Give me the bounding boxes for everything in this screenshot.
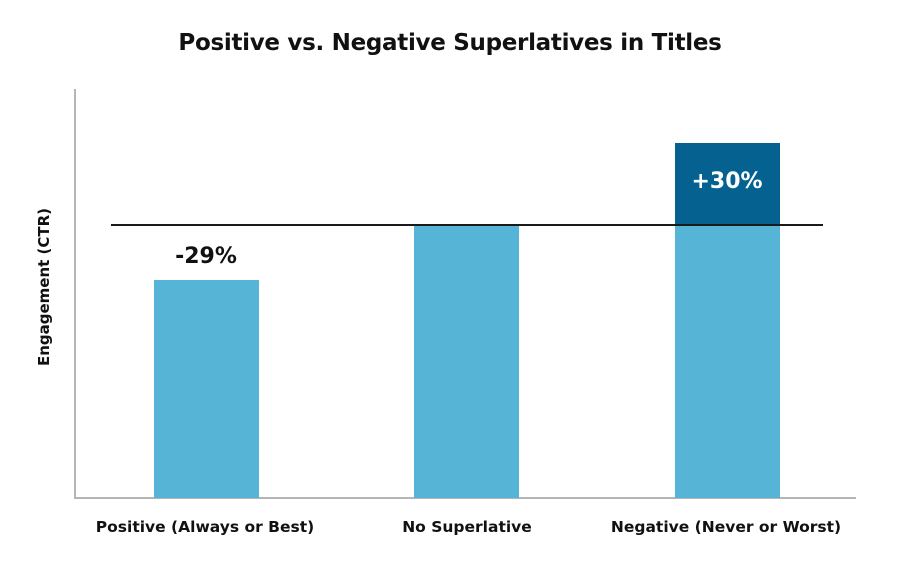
x-tick-no-superlative: No Superlative: [402, 518, 532, 536]
bar-positive-annotation: -29%: [175, 244, 237, 269]
bar-no-superlative: [414, 225, 519, 498]
baseline-reference-line: [111, 224, 823, 226]
x-tick-negative: Negative (Never or Worst): [610, 518, 842, 536]
x-axis: [74, 497, 856, 499]
chart-title: Positive vs. Negative Superlatives in Ti…: [178, 30, 722, 56]
bar-negative-annotation: +30%: [691, 169, 763, 194]
y-axis-label: Engagement (CTR): [35, 207, 53, 367]
bar-negative: [675, 225, 780, 498]
x-tick-positive: Positive (Always or Best): [95, 518, 315, 536]
bar-negative-increase-segment: [675, 143, 780, 225]
bar-positive: [154, 280, 259, 498]
y-axis: [74, 89, 76, 499]
